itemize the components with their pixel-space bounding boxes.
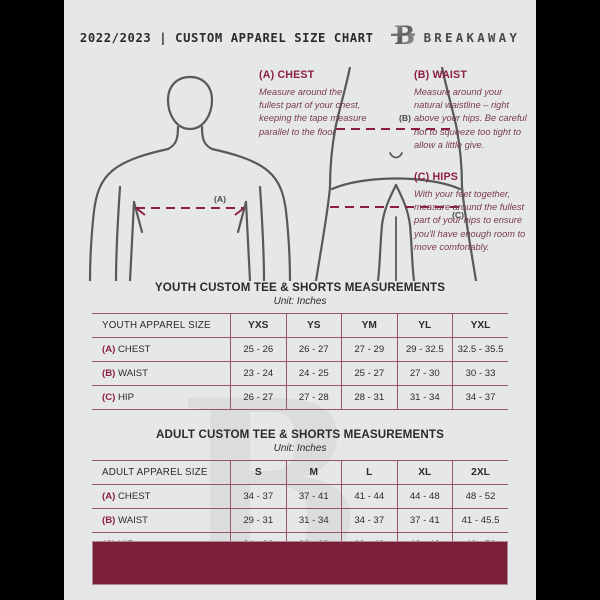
youth-r2-c1: 27 - 28 [285,385,342,410]
adult-row-0-label: (A) CHEST [92,484,231,509]
table-header-row: YOUTH APPAREL SIZE YXS YS YM YL YXL [92,313,508,338]
youth-size-label: YOUTH APPAREL SIZE [92,313,231,338]
youth-row-1-label: (B) WAIST [92,361,231,386]
youth-measurements-block: YOUTH CUSTOM TEE & SHORTS MEASUREMENTS U… [92,281,508,410]
note-waist: (B) WAIST Measure around your natural wa… [414,69,532,152]
youth-r1-c1: 24 - 25 [285,361,342,386]
note-chest-title: (A) CHEST [259,69,315,81]
youth-r2-c2: 28 - 31 [341,385,397,410]
youth-r1-c3: 27 - 30 [396,361,453,386]
adult-r1-c3: 37 - 41 [396,508,453,533]
note-chest-body: Measure around the fullest part of your … [259,87,367,137]
youth-col-1: YS [285,313,342,338]
youth-r2-c0: 26 - 27 [230,385,286,410]
youth-r1-c4: 30 - 33 [452,361,508,386]
adult-col-3: XL [396,460,453,485]
note-hips-title: (C) HIPS [414,171,458,183]
table-row: (A) CHEST 25 - 26 26 - 27 27 - 29 29 - 3… [92,337,508,362]
table-row: (B) WAIST 29 - 31 31 - 34 34 - 37 37 - 4… [92,508,508,533]
note-waist-title: (B) WAIST [414,69,467,81]
adult-size-label: ADULT APPAREL SIZE [92,460,231,485]
brand-logo: B BREAKAWAY [390,20,521,55]
waist-marker-label: (B) [399,113,411,123]
note-hips: (C) HIPS With your feet together, measur… [414,171,532,254]
body-figures [88,67,478,281]
youth-col-3: YL [396,313,453,338]
adult-r0-c4: 48 - 52 [452,484,508,509]
youth-size-table: YOUTH APPAREL SIZE YXS YS YM YL YXL (A) … [92,313,508,410]
adult-r0-c0: 34 - 37 [230,484,286,509]
youth-r1-c0: 23 - 24 [230,361,286,386]
table-header-row: ADULT APPAREL SIZE S M L XL 2XL [92,460,508,485]
adult-col-2: L [341,460,397,485]
note-hips-body: With your feet together, measure around … [414,189,526,252]
adult-row-1-label: (B) WAIST [92,508,231,533]
adult-r0-c1: 37 - 41 [285,484,342,509]
youth-col-0: YXS [230,313,286,338]
youth-r0-c0: 25 - 26 [230,337,286,362]
brand-name: BREAKAWAY [423,30,521,45]
adult-col-1: M [285,460,342,485]
footer-banner [92,541,508,585]
adult-col-4: 2XL [452,460,508,485]
youth-r0-c1: 26 - 27 [285,337,342,362]
adult-r1-c0: 29 - 31 [230,508,286,533]
adult-table-title: ADULT CUSTOM TEE & SHORTS MEASUREMENTS [155,428,445,441]
adult-r0-c3: 44 - 48 [396,484,453,509]
adult-r1-c2: 34 - 37 [341,508,397,533]
note-waist-body: Measure around your natural waistline – … [414,87,527,150]
youth-table-title: YOUTH CUSTOM TEE & SHORTS MEASUREMENTS [154,281,446,294]
youth-col-4: YXL [452,313,508,338]
measurement-diagram: (A) (B) (C) (A) CHEST Measure around the… [64,67,536,281]
adult-col-0: S [230,460,286,485]
adult-r0-c2: 41 - 44 [341,484,397,509]
youth-r0-c4: 32.5 - 35.5 [452,337,508,362]
page-header: 2022/2023 | CUSTOM APPAREL SIZE CHART B [64,0,536,65]
youth-row-2-label: (C) HIP [92,385,231,410]
table-row: (B) WAIST 23 - 24 24 - 25 25 - 27 27 - 3… [92,361,508,386]
table-row: (A) CHEST 34 - 37 37 - 41 41 - 44 44 - 4… [92,484,508,509]
chest-marker-label: (A) [214,194,226,204]
adult-r1-c4: 41 - 45.5 [452,508,508,533]
chest-measure-line [135,207,245,216]
hip-marker-label: (C) [452,210,464,220]
breakaway-b-logo-icon: B [390,20,416,55]
youth-r1-c2: 25 - 27 [341,361,397,386]
adult-table-unit: Unit: Inches [273,443,327,454]
adult-r1-c1: 31 - 34 [285,508,342,533]
youth-r0-c3: 29 - 32.5 [396,337,453,362]
youth-r2-c3: 31 - 34 [396,385,453,410]
youth-r0-c2: 27 - 29 [341,337,397,362]
youth-r2-c4: 34 - 37 [452,385,508,410]
note-chest: (A) CHEST Measure around the fullest par… [259,69,369,139]
youth-row-0-label: (A) CHEST [92,337,231,362]
youth-col-2: YM [341,313,397,338]
size-chart-page: B 2022/2023 | CUSTOM APPAREL SIZE CHART [64,0,536,600]
table-row: (C) HIP 26 - 27 27 - 28 28 - 31 31 - 34 … [92,385,508,410]
youth-table-unit: Unit: Inches [273,296,327,307]
adult-measurements-block: ADULT CUSTOM TEE & SHORTS MEASUREMENTS U… [92,428,508,557]
page-title: 2022/2023 | CUSTOM APPAREL SIZE CHART [79,30,374,45]
